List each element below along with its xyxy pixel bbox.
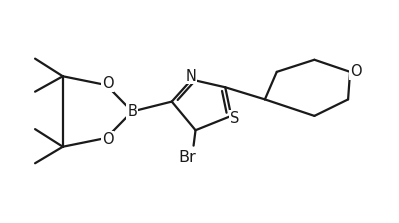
Text: O: O (102, 132, 113, 147)
Text: B: B (127, 104, 137, 119)
Text: N: N (186, 69, 196, 84)
Text: S: S (230, 111, 239, 126)
Text: O: O (102, 76, 113, 91)
Text: O: O (350, 64, 362, 79)
Text: Br: Br (178, 150, 196, 165)
